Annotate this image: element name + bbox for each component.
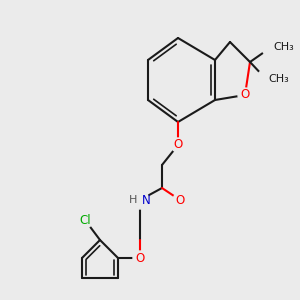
Text: Cl: Cl <box>79 214 91 226</box>
Circle shape <box>133 251 147 265</box>
Circle shape <box>173 193 187 207</box>
Text: CH₃: CH₃ <box>273 42 294 52</box>
Text: O: O <box>176 194 184 206</box>
Circle shape <box>257 70 273 86</box>
Text: O: O <box>135 251 145 265</box>
Text: O: O <box>240 88 250 101</box>
Text: H: H <box>129 195 137 205</box>
Text: CH₃: CH₃ <box>268 74 289 84</box>
Circle shape <box>262 40 278 56</box>
Circle shape <box>131 191 149 209</box>
Circle shape <box>171 138 185 152</box>
Circle shape <box>238 88 252 102</box>
Text: N: N <box>142 194 151 206</box>
Text: O: O <box>173 139 183 152</box>
Circle shape <box>77 212 93 228</box>
